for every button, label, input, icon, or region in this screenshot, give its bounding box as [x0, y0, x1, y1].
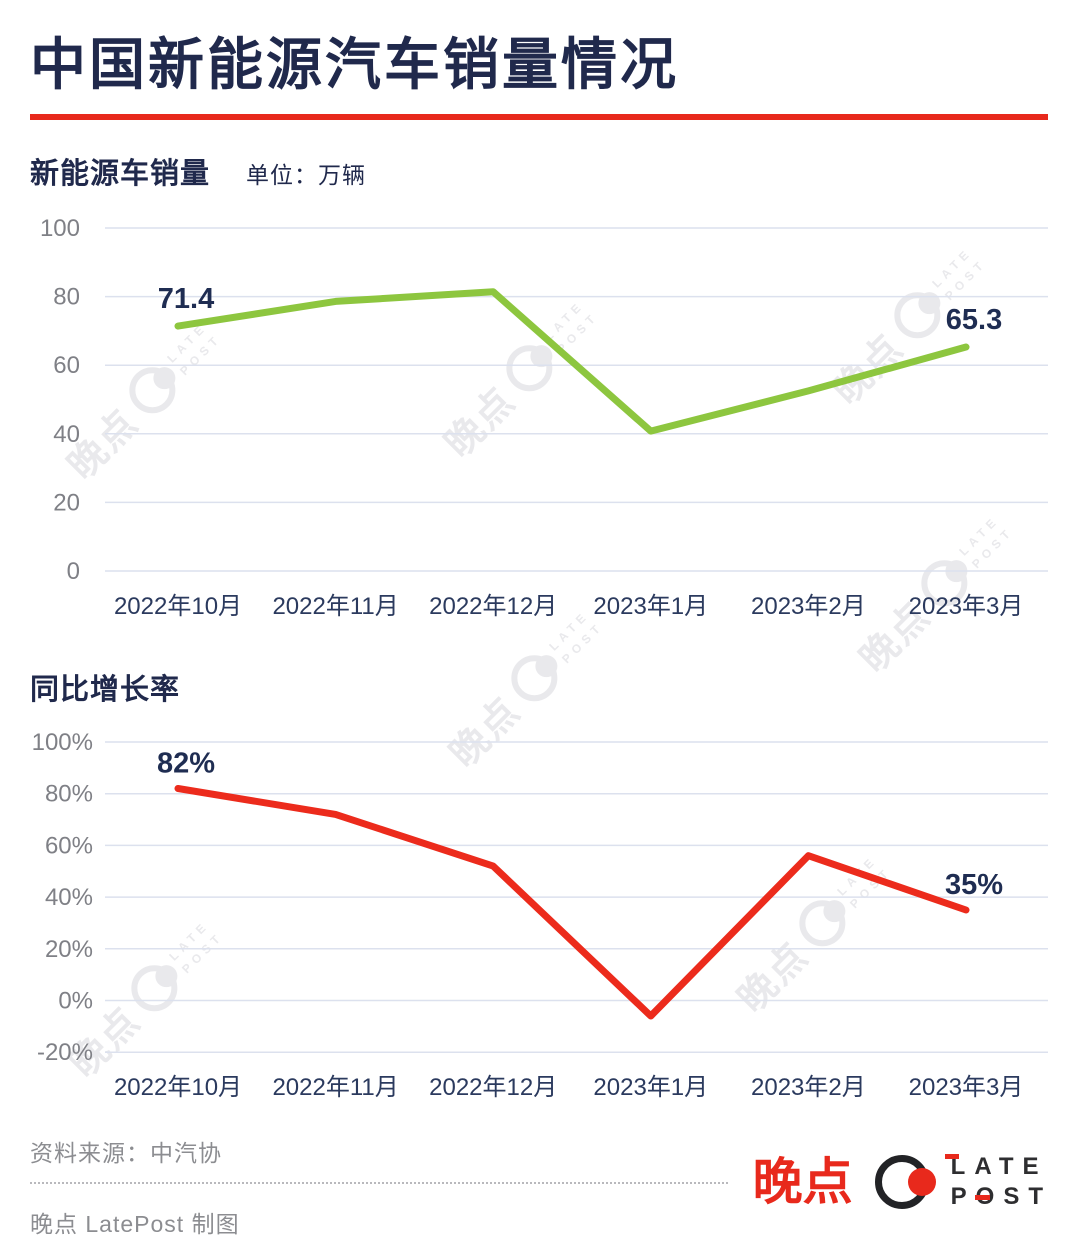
- x-axis-tick-label: 2023年1月: [593, 593, 708, 620]
- watermark-ring-icon: [501, 645, 567, 711]
- title-divider: [30, 114, 1048, 120]
- latepost-logo: 晚点 LATE POST: [753, 1152, 1052, 1212]
- logo-accent-o: [974, 1195, 990, 1200]
- data-point-label: 71.4: [158, 283, 214, 315]
- y-axis-tick-label: 80: [53, 284, 80, 311]
- x-axis-tick-label: 2023年2月: [751, 593, 866, 620]
- x-axis-tick-label: 2022年12月: [429, 593, 557, 620]
- data-point-label: 82%: [157, 748, 215, 780]
- page-title: 中国新能源汽车销量情况: [30, 33, 679, 96]
- x-axis-tick-label: 2022年12月: [429, 1074, 557, 1101]
- watermark-dot-icon: [530, 650, 562, 682]
- latepost-dot-icon: [907, 1168, 936, 1196]
- logo-wordmark: LATE POST: [944, 1152, 1052, 1212]
- growth-line-chart: 100% 80% 60% 40% 20% 0% -20% 2022年10月 2022年11月 20…: [32, 729, 1048, 1101]
- y-axis-tick-label: 40: [53, 421, 80, 448]
- logo-post-text: POST: [950, 1183, 1052, 1210]
- y-axis-tick-label: 20%: [45, 936, 93, 963]
- x-axis-tick-label: 2023年1月: [593, 1074, 708, 1101]
- series-line: [174, 785, 970, 1020]
- y-axis-tick-label: 0: [67, 558, 80, 585]
- y-axis-tick-label: 60%: [45, 832, 93, 859]
- x-axis-tick-label: 2023年2月: [751, 1074, 866, 1101]
- credit-text: 晚点 LatePost 制图: [30, 1211, 240, 1237]
- latepost-ring-icon: [874, 1155, 936, 1209]
- sales-line-chart: 100 80 60 40 20 0 2022年10月 2022年11月 2022年12月 2023…: [40, 215, 1048, 620]
- chart1-unit-label: 单位：万辆: [246, 162, 367, 188]
- x-axis-tick-label: 2023年3月: [909, 593, 1024, 620]
- section-head-growth: 同比增长率: [30, 666, 180, 708]
- series-line: [174, 288, 970, 435]
- data-source-text: 资料来源：中汽协: [30, 1140, 222, 1166]
- y-axis-tick-label: 60: [53, 352, 80, 379]
- x-axis-tick-label: 2022年10月: [114, 593, 242, 620]
- x-axis-tick-label: 2023年3月: [909, 1074, 1024, 1101]
- footer-divider: [30, 1182, 728, 1184]
- y-axis-tick-label: 100: [40, 215, 80, 242]
- y-axis-tick-label: 0%: [58, 988, 93, 1015]
- x-axis-tick-label: 2022年11月: [272, 593, 398, 620]
- data-point-label: 65.3: [946, 304, 1002, 336]
- y-axis-tick-label: 20: [53, 489, 80, 516]
- y-axis-tick-label: 100%: [32, 729, 93, 756]
- x-axis-tick-label: 2022年11月: [272, 1074, 398, 1101]
- x-axis-tick-label: 2022年10月: [114, 1074, 242, 1101]
- y-axis-tick-label: 40%: [45, 884, 93, 911]
- y-axis-tick-label: 80%: [45, 781, 93, 808]
- y-axis-tick-label: -20%: [37, 1039, 93, 1066]
- logo-cn-text: 晚点: [752, 1154, 853, 1210]
- section-head-sales: 新能源车销量 单位：万辆: [30, 150, 366, 192]
- logo-late-text: LATE: [950, 1153, 1048, 1180]
- logo-accent-l: [944, 1154, 959, 1159]
- chart1-title: 新能源车销量: [30, 158, 211, 190]
- chart2-title: 同比增长率: [30, 674, 181, 706]
- data-point-label: 35%: [945, 869, 1003, 901]
